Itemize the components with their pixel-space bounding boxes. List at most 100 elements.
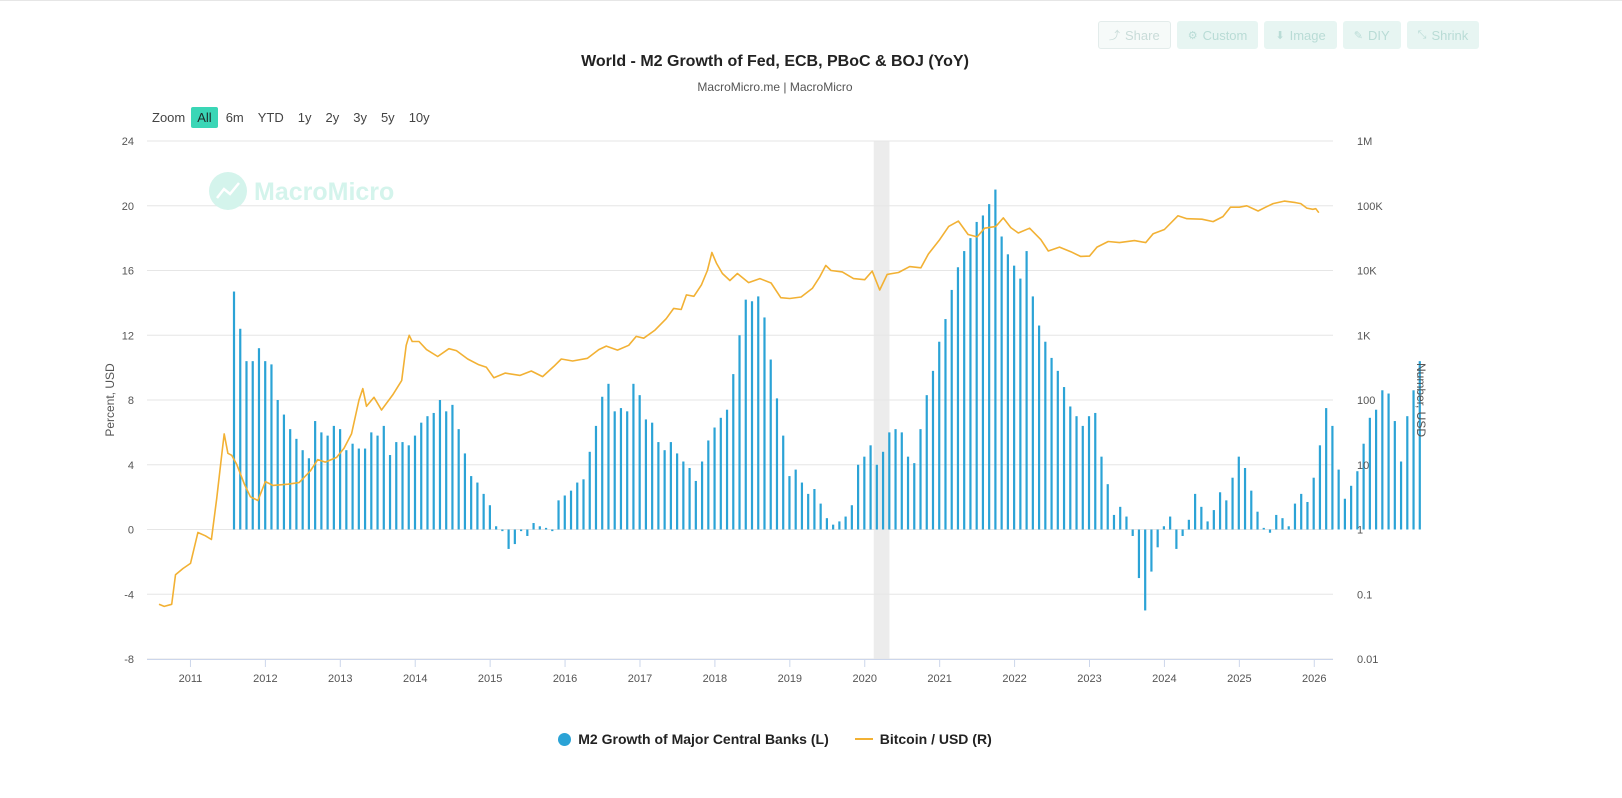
zoom-10y-button[interactable]: 10y bbox=[408, 110, 430, 125]
m2-bar[interactable] bbox=[1381, 390, 1384, 530]
m2-bar[interactable] bbox=[482, 493, 485, 530]
m2-bar[interactable] bbox=[869, 445, 872, 530]
m2-bar[interactable] bbox=[538, 526, 541, 530]
m2-bar[interactable] bbox=[519, 529, 523, 532]
m2-bar[interactable] bbox=[688, 467, 691, 530]
m2-bar[interactable] bbox=[1119, 506, 1122, 530]
m2-bar[interactable] bbox=[407, 445, 410, 530]
m2-bar[interactable] bbox=[1399, 461, 1403, 530]
m2-bar[interactable] bbox=[1144, 529, 1147, 611]
m2-bar[interactable] bbox=[1337, 469, 1340, 530]
m2-bar[interactable] bbox=[919, 429, 922, 530]
m2-bar[interactable] bbox=[888, 432, 891, 530]
m2-bar[interactable] bbox=[800, 482, 804, 530]
m2-bar[interactable] bbox=[501, 529, 504, 532]
m2-bar[interactable] bbox=[1225, 500, 1228, 530]
m2-bar[interactable] bbox=[457, 429, 460, 530]
m2-bar[interactable] bbox=[1218, 492, 1222, 530]
m2-bar[interactable] bbox=[332, 425, 335, 530]
m2-bar[interactable] bbox=[289, 429, 292, 530]
m2-bar[interactable] bbox=[507, 529, 510, 549]
m2-bar[interactable] bbox=[282, 414, 286, 530]
m2-bar[interactable] bbox=[956, 267, 960, 530]
m2-bar[interactable] bbox=[276, 400, 279, 530]
m2-bar[interactable] bbox=[594, 425, 598, 530]
m2-bar[interactable] bbox=[1000, 236, 1003, 530]
m2-bar[interactable] bbox=[707, 440, 710, 530]
m2-bar[interactable] bbox=[1181, 529, 1184, 536]
m2-bar[interactable] bbox=[388, 455, 392, 530]
m2-bar[interactable] bbox=[1312, 477, 1315, 530]
m2-bar[interactable] bbox=[1300, 493, 1303, 530]
m2-bar[interactable] bbox=[938, 341, 941, 530]
m2-bar[interactable] bbox=[557, 500, 560, 530]
m2-bar[interactable] bbox=[445, 411, 448, 530]
m2-bar[interactable] bbox=[1287, 526, 1290, 530]
m2-bar[interactable] bbox=[301, 450, 304, 530]
m2-bar[interactable] bbox=[314, 421, 317, 530]
m2-bar[interactable] bbox=[1318, 445, 1322, 530]
m2-bar[interactable] bbox=[1231, 477, 1234, 530]
m2-bar[interactable] bbox=[994, 189, 997, 530]
m2-bar[interactable] bbox=[420, 422, 423, 530]
m2-bar[interactable] bbox=[1019, 278, 1022, 530]
m2-bar[interactable] bbox=[576, 482, 579, 530]
m2-bar[interactable] bbox=[632, 383, 635, 530]
m2-bar[interactable] bbox=[1306, 501, 1309, 530]
m2-bar[interactable] bbox=[1100, 456, 1103, 530]
m2-bar[interactable] bbox=[619, 408, 623, 530]
m2-bar[interactable] bbox=[1393, 421, 1396, 530]
m2-bar[interactable] bbox=[588, 451, 591, 530]
m2-bar[interactable] bbox=[513, 529, 516, 545]
m2-bar[interactable] bbox=[1268, 529, 1272, 533]
m2-bar[interactable] bbox=[1356, 471, 1359, 530]
m2-bar[interactable] bbox=[582, 479, 585, 530]
custom-button[interactable]: ⚙ Custom bbox=[1176, 21, 1259, 49]
m2-bar[interactable] bbox=[1368, 417, 1371, 530]
bitcoin-price-line[interactable] bbox=[158, 200, 1320, 608]
m2-bar[interactable] bbox=[638, 395, 641, 530]
m2-bar[interactable] bbox=[1087, 416, 1091, 530]
m2-bar[interactable] bbox=[270, 364, 273, 530]
m2-bar[interactable] bbox=[1374, 409, 1378, 530]
m2-bar[interactable] bbox=[326, 435, 329, 530]
m2-bar[interactable] bbox=[1275, 514, 1278, 530]
m2-bar[interactable] bbox=[775, 398, 779, 530]
m2-bar[interactable] bbox=[700, 461, 704, 530]
m2-bar[interactable] bbox=[476, 482, 479, 530]
m2-bar[interactable] bbox=[988, 204, 991, 530]
m2-bar[interactable] bbox=[857, 464, 860, 530]
zoom-2y-button[interactable]: 2y bbox=[325, 110, 340, 125]
m2-bar[interactable] bbox=[925, 395, 928, 530]
m2-bar[interactable] bbox=[1137, 529, 1141, 579]
m2-bar[interactable] bbox=[613, 411, 616, 530]
zoom-ytd-button[interactable]: YTD bbox=[257, 110, 284, 125]
m2-bar[interactable] bbox=[626, 411, 629, 530]
m2-bar[interactable] bbox=[1350, 485, 1353, 530]
m2-bar[interactable] bbox=[1050, 357, 1053, 530]
m2-bar[interactable] bbox=[376, 435, 379, 530]
m2-bar[interactable] bbox=[969, 238, 972, 530]
m2-bar[interactable] bbox=[1212, 510, 1215, 530]
m2-bar[interactable] bbox=[1206, 521, 1209, 530]
m2-bar[interactable] bbox=[1187, 519, 1190, 530]
m2-bar[interactable] bbox=[351, 443, 354, 530]
m2-bar[interactable] bbox=[913, 463, 916, 530]
m2-bar[interactable] bbox=[782, 435, 785, 530]
m2-bar[interactable] bbox=[875, 464, 878, 530]
m2-bar[interactable] bbox=[1175, 529, 1178, 549]
m2-bar[interactable] bbox=[725, 409, 729, 530]
m2-bar[interactable] bbox=[1237, 456, 1240, 530]
m2-bar[interactable] bbox=[750, 301, 754, 530]
m2-bar[interactable] bbox=[738, 335, 741, 530]
m2-bar[interactable] bbox=[1406, 416, 1409, 530]
m2-bar[interactable] bbox=[1094, 412, 1097, 530]
m2-bar[interactable] bbox=[763, 317, 766, 530]
m2-bar[interactable] bbox=[1150, 529, 1153, 572]
m2-bar[interactable] bbox=[1075, 416, 1078, 530]
m2-bar[interactable] bbox=[807, 493, 810, 530]
m2-bar[interactable] bbox=[1006, 254, 1009, 530]
m2-bar[interactable] bbox=[894, 429, 897, 530]
m2-bar[interactable] bbox=[1169, 516, 1172, 530]
